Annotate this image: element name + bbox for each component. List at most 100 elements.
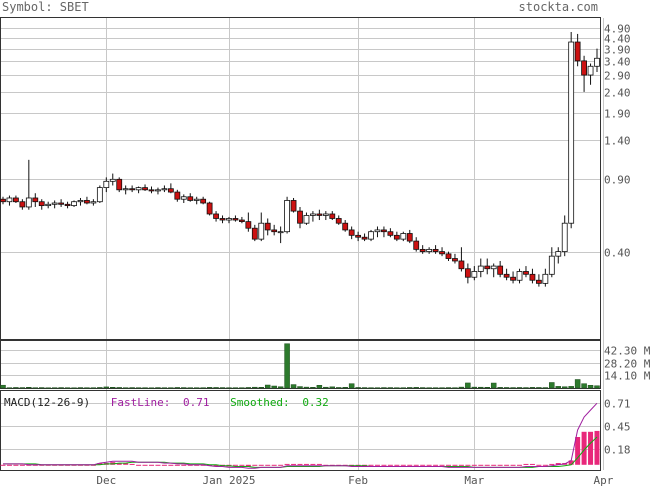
candle bbox=[374, 226, 381, 238]
candle-body bbox=[574, 41, 581, 62]
volume-bar bbox=[71, 387, 77, 389]
price-tick-label: 1.90 bbox=[604, 108, 631, 121]
price-panel-frame bbox=[0, 17, 601, 340]
macd-hist-bar bbox=[497, 464, 503, 466]
macd-hist-bar bbox=[181, 464, 187, 466]
price-tick-label: 4.40 bbox=[604, 33, 631, 46]
volume-bar bbox=[181, 387, 187, 389]
volume-bar bbox=[490, 382, 497, 389]
macd-hist-bar bbox=[374, 464, 380, 466]
volume-tick-label: 28.20 M bbox=[604, 358, 651, 371]
candle-body bbox=[226, 218, 232, 221]
macd-hist-bar bbox=[575, 437, 581, 465]
candle-body bbox=[271, 229, 278, 233]
candle bbox=[96, 185, 103, 203]
volume-bar bbox=[174, 387, 181, 389]
candle-body bbox=[187, 196, 194, 201]
candle bbox=[200, 196, 207, 205]
candle bbox=[310, 211, 316, 222]
candle bbox=[180, 194, 187, 203]
volume-bar bbox=[148, 387, 155, 389]
candle-body bbox=[587, 65, 594, 76]
candle bbox=[335, 215, 342, 225]
candle bbox=[290, 197, 297, 213]
macd-hist-bar bbox=[116, 463, 122, 465]
macd-tick-label: 0.71 bbox=[604, 398, 631, 411]
macd-hist-bar bbox=[446, 464, 451, 466]
candle-body bbox=[432, 248, 439, 252]
candle bbox=[38, 199, 45, 210]
volume-bar bbox=[529, 387, 536, 389]
macd-hist-bar bbox=[265, 464, 271, 466]
candle bbox=[516, 268, 523, 284]
volume-bar bbox=[523, 387, 529, 389]
macd-hist-bar bbox=[400, 464, 406, 466]
candle bbox=[445, 251, 452, 261]
candle bbox=[19, 199, 26, 210]
candle-body bbox=[71, 201, 77, 207]
candle-body bbox=[413, 240, 420, 250]
macd-hist-bar bbox=[174, 464, 180, 466]
volume-bar bbox=[310, 387, 316, 389]
candle-body bbox=[84, 200, 90, 204]
candle bbox=[142, 184, 148, 191]
candle-body bbox=[361, 236, 368, 240]
candle-body bbox=[19, 201, 26, 208]
candle bbox=[432, 245, 439, 254]
price-tick-label: 1.40 bbox=[604, 135, 631, 148]
volume-bar bbox=[155, 387, 161, 389]
macd-hist-bar bbox=[549, 463, 555, 465]
macd-hist-bar bbox=[316, 463, 322, 465]
macd-hist-bar bbox=[310, 463, 316, 465]
volume-bar bbox=[394, 387, 400, 389]
volume-bar bbox=[413, 387, 419, 389]
macd-hist-bar bbox=[510, 464, 516, 466]
candle bbox=[471, 266, 478, 281]
macd-hist-bar bbox=[594, 430, 600, 465]
candle bbox=[497, 260, 504, 278]
volume-bar bbox=[110, 387, 116, 389]
candle bbox=[219, 215, 226, 224]
macd-hist-bar bbox=[555, 463, 561, 465]
candle-body bbox=[348, 229, 355, 236]
volume-bar bbox=[348, 383, 355, 389]
volume-bar bbox=[568, 386, 574, 389]
candle bbox=[594, 48, 600, 73]
macd-hist-bar bbox=[97, 463, 103, 465]
volume-bar bbox=[193, 387, 200, 389]
price-tick-label: 4.90 bbox=[604, 23, 631, 36]
macd-hist-bar bbox=[213, 464, 219, 467]
candle bbox=[587, 63, 594, 85]
volume-bar bbox=[458, 386, 465, 389]
candle-body bbox=[497, 265, 504, 275]
candle-body bbox=[387, 231, 394, 236]
macd-hist-bar bbox=[258, 464, 264, 466]
candle bbox=[0, 196, 6, 205]
macd-hist-bar bbox=[407, 464, 413, 466]
macd-legend: MACD(12-26-9) FastLine: 0.71 Smoothed: 0… bbox=[4, 396, 329, 409]
volume-bar bbox=[258, 387, 265, 389]
volume-bar bbox=[316, 385, 323, 389]
candle-body bbox=[32, 197, 39, 203]
volume-bar bbox=[355, 387, 361, 389]
candle bbox=[426, 247, 433, 254]
candle bbox=[355, 231, 362, 242]
candle bbox=[32, 193, 39, 207]
candle bbox=[297, 206, 303, 229]
volume-bar bbox=[206, 387, 213, 389]
macd-hist-bar bbox=[368, 464, 374, 466]
volume-bar bbox=[187, 387, 193, 389]
candle bbox=[71, 200, 77, 207]
volume-bar bbox=[142, 387, 148, 389]
candle bbox=[322, 211, 329, 221]
candle-body bbox=[58, 202, 65, 205]
candle bbox=[258, 212, 265, 242]
candle-body bbox=[77, 200, 84, 203]
candle-body bbox=[142, 187, 148, 191]
candle-body bbox=[542, 273, 549, 284]
macd-hist-bar bbox=[426, 464, 432, 466]
volume-bar bbox=[252, 386, 258, 389]
macd-hist-bar bbox=[161, 464, 167, 466]
candle bbox=[464, 263, 471, 284]
